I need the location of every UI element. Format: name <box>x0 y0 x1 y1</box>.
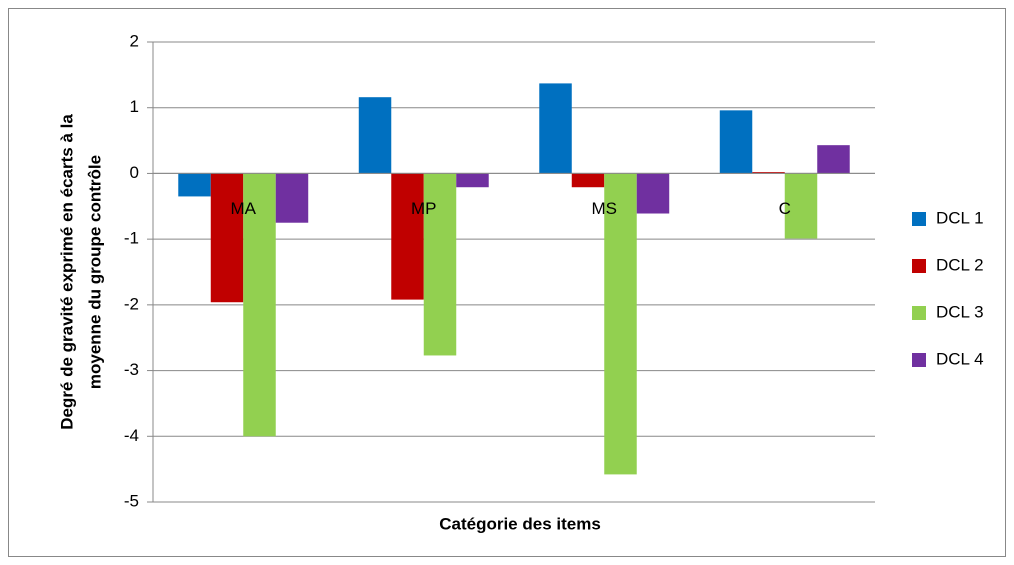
legend-label: DCL 1 <box>936 208 984 227</box>
x-tick-label: MP <box>411 199 437 218</box>
bar <box>784 173 818 239</box>
bar <box>178 173 211 197</box>
x-tick-label: C <box>779 199 791 218</box>
legend-swatch <box>912 259 926 273</box>
bar <box>752 172 785 174</box>
y-tick-label: 0 <box>130 163 139 182</box>
legend-label: DCL 3 <box>936 302 984 321</box>
y-axis-label: moyenne du groupe contrôle <box>85 155 104 389</box>
legend-swatch <box>912 353 926 367</box>
chart-border <box>8 8 1006 557</box>
y-tick-label: 2 <box>130 31 139 50</box>
bar <box>539 83 572 174</box>
bar <box>210 173 244 303</box>
bar <box>571 173 605 188</box>
x-axis-label: Catégorie des items <box>439 514 601 533</box>
y-tick-label: -2 <box>124 294 139 313</box>
x-tick-label: MS <box>592 199 618 218</box>
bar <box>275 173 309 223</box>
legend-swatch <box>912 212 926 226</box>
bar <box>423 173 457 356</box>
bar <box>456 173 489 188</box>
bar <box>636 173 670 214</box>
bar <box>243 173 276 437</box>
legend-label: DCL 2 <box>936 255 984 274</box>
legend-swatch <box>912 306 926 320</box>
y-tick-label: -1 <box>124 229 139 248</box>
x-tick-label: MA <box>231 199 257 218</box>
bar <box>817 145 850 174</box>
y-tick-label: -4 <box>124 426 139 445</box>
bar <box>604 173 637 475</box>
y-tick-label: -3 <box>124 360 139 379</box>
y-tick-label: -5 <box>124 491 139 510</box>
y-axis-label: Degré de gravité exprimé en écarts à la <box>57 114 76 430</box>
bar <box>719 110 753 174</box>
legend-label: DCL 4 <box>936 349 984 368</box>
y-tick-label: 1 <box>130 97 139 116</box>
bar <box>358 97 392 174</box>
bar <box>391 173 424 300</box>
